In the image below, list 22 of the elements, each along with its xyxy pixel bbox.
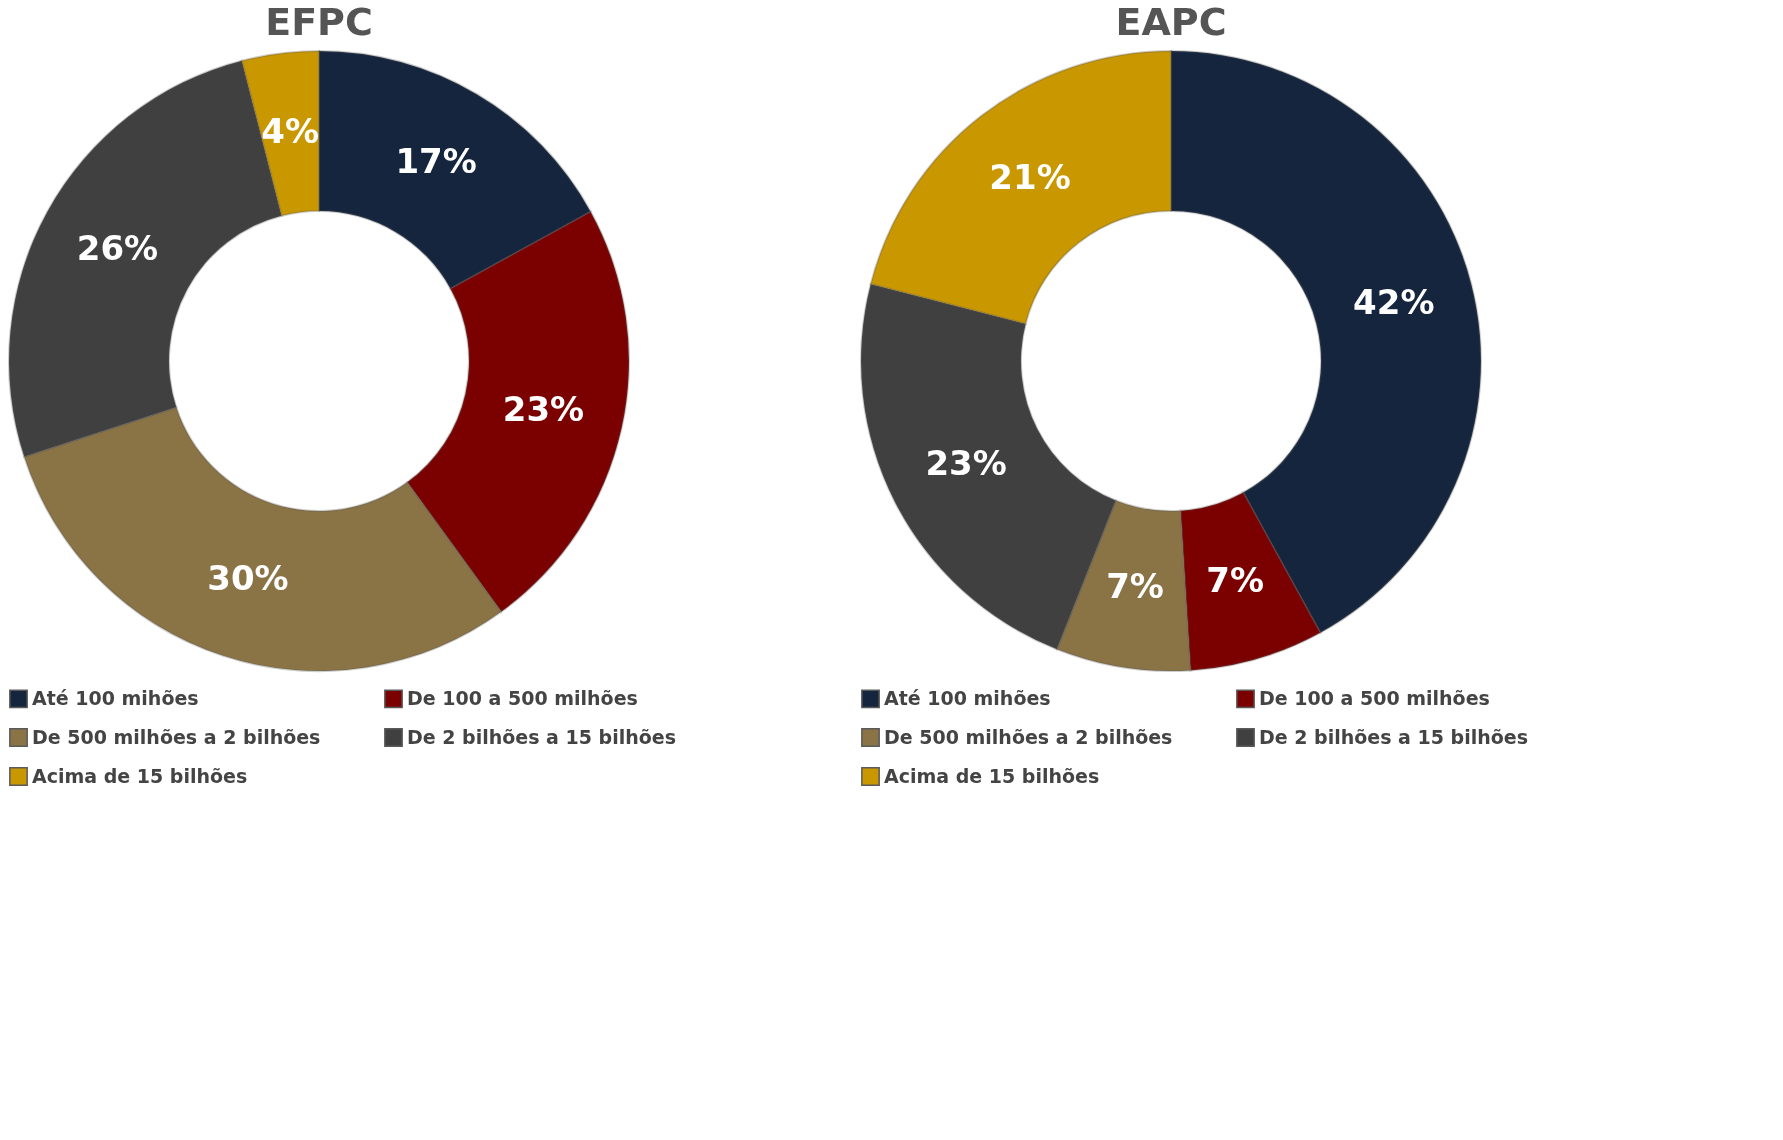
legend-label: De 2 bilhões a 15 bilhões [407,725,677,748]
data-label: 30% [207,557,289,598]
chart-title: EAPC [1115,0,1227,44]
legend-label: Até 100 mihões [32,686,199,709]
data-label: 21% [989,157,1071,198]
data-label: 23% [925,443,1007,484]
data-label: 7% [1206,559,1265,600]
legend-label: Até 100 mihões [884,686,1051,709]
legend-label: Acima de 15 bilhões [884,764,1100,787]
data-label: 23% [502,389,585,430]
legend-label: De 500 milhões a 2 bilhões [32,725,321,748]
legend-label: De 100 a 500 milhões [1259,686,1490,709]
legend-label: De 500 milhões a 2 bilhões [884,725,1173,748]
legend-label: Acima de 15 bilhões [32,764,248,787]
chart-title: EFPC [265,0,373,44]
data-label: 7% [1106,566,1164,607]
data-label: 4% [261,110,320,151]
data-label: 26% [76,228,159,269]
legend-label: De 100 a 500 milhões [407,686,638,709]
data-label: 42% [1353,281,1435,322]
data-label: 17% [395,141,477,182]
legend-label: De 2 bilhões a 15 bilhões [1259,725,1529,748]
